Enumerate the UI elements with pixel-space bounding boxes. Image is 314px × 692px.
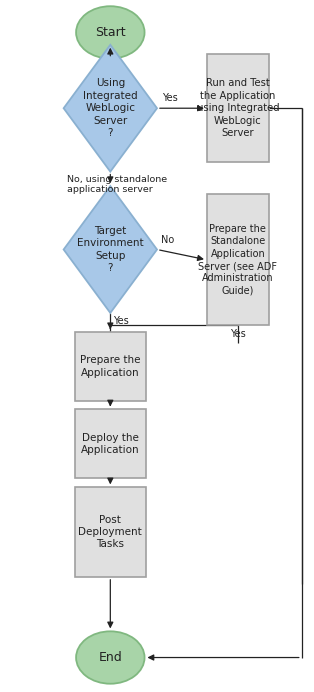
Text: End: End — [99, 651, 122, 664]
Text: Target
Environment
Setup
?: Target Environment Setup ? — [77, 226, 143, 273]
Text: Start: Start — [95, 26, 126, 39]
Polygon shape — [64, 45, 157, 172]
FancyBboxPatch shape — [74, 487, 146, 577]
Text: Yes: Yes — [113, 316, 129, 327]
FancyBboxPatch shape — [207, 194, 269, 325]
Text: Yes: Yes — [162, 93, 177, 103]
FancyBboxPatch shape — [207, 55, 269, 162]
Polygon shape — [64, 186, 157, 313]
Text: Post
Deployment
Tasks: Post Deployment Tasks — [78, 515, 142, 549]
FancyBboxPatch shape — [74, 410, 146, 478]
Text: Run and Test
the Application
using Integrated
WebLogic
Server: Run and Test the Application using Integ… — [197, 78, 279, 138]
Text: No: No — [161, 235, 174, 245]
Text: Using
Integrated
WebLogic
Server
?: Using Integrated WebLogic Server ? — [83, 78, 138, 138]
Ellipse shape — [76, 631, 144, 684]
Ellipse shape — [76, 6, 144, 59]
Text: Prepare the
Application: Prepare the Application — [80, 356, 141, 378]
Text: No, using standalone
application server: No, using standalone application server — [67, 175, 167, 194]
Text: Prepare the
Standalone
Application
Server (see ADF
Administration
Guide): Prepare the Standalone Application Serve… — [198, 224, 277, 296]
FancyBboxPatch shape — [74, 332, 146, 401]
Text: Deploy the
Application: Deploy the Application — [81, 432, 140, 455]
Text: Yes: Yes — [230, 329, 246, 339]
